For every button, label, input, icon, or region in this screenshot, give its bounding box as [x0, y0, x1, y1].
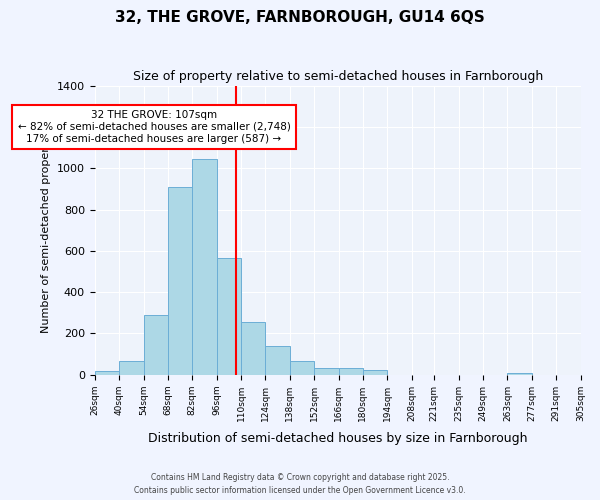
Bar: [508, 373, 532, 375]
Text: 32 THE GROVE: 107sqm
← 82% of semi-detached houses are smaller (2,748)
17% of se: 32 THE GROVE: 107sqm ← 82% of semi-detac…: [17, 110, 290, 144]
Bar: [217, 258, 241, 375]
Bar: [314, 368, 338, 375]
Bar: [338, 368, 363, 375]
Title: Size of property relative to semi-detached houses in Farnborough: Size of property relative to semi-detach…: [133, 70, 543, 83]
Y-axis label: Number of semi-detached properties: Number of semi-detached properties: [41, 127, 52, 333]
Bar: [192, 159, 217, 375]
Bar: [363, 370, 387, 375]
Bar: [95, 371, 119, 375]
X-axis label: Distribution of semi-detached houses by size in Farnborough: Distribution of semi-detached houses by …: [148, 432, 527, 445]
Bar: [119, 362, 143, 375]
Text: Contains HM Land Registry data © Crown copyright and database right 2025.
Contai: Contains HM Land Registry data © Crown c…: [134, 474, 466, 495]
Bar: [290, 362, 314, 375]
Bar: [265, 346, 290, 375]
Bar: [241, 322, 265, 375]
Bar: [143, 315, 168, 375]
Text: 32, THE GROVE, FARNBOROUGH, GU14 6QS: 32, THE GROVE, FARNBOROUGH, GU14 6QS: [115, 10, 485, 25]
Bar: [168, 187, 192, 375]
